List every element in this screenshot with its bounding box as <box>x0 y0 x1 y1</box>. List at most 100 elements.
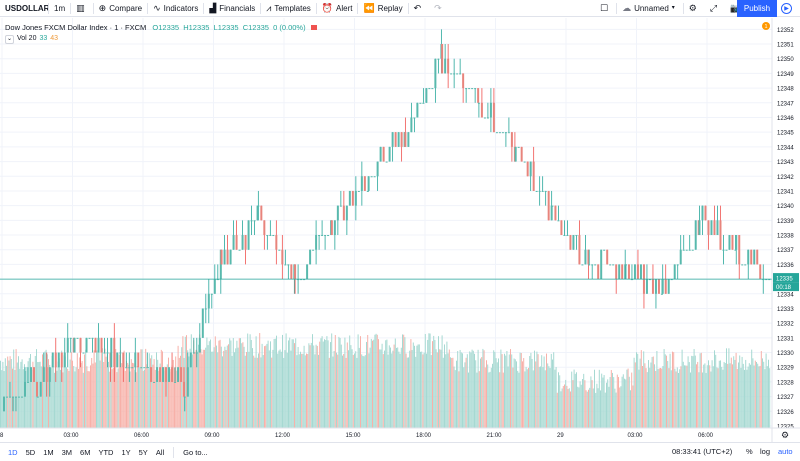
compare-button[interactable]: ⊕ Compare <box>94 0 147 17</box>
fullscreen-select-button[interactable]: ☐ <box>595 0 616 17</box>
candle-body <box>232 235 235 250</box>
divider <box>616 3 618 14</box>
candle-body <box>253 220 256 222</box>
candle-body <box>575 235 578 237</box>
candle-body <box>550 205 553 221</box>
candle-body <box>441 44 444 74</box>
candle-body <box>263 220 266 236</box>
range-5y[interactable]: 5Y <box>138 447 148 457</box>
templates-button[interactable]: ⩘ Templates <box>261 0 316 17</box>
candle-body <box>538 190 541 192</box>
square-icon: ☐ <box>600 3 609 13</box>
candle-body <box>327 235 330 237</box>
axis-settings-gear-icon[interactable]: ⚙ <box>781 431 789 441</box>
candle-body <box>698 220 701 236</box>
symbol-search[interactable]: USDOLLAR <box>5 3 50 13</box>
candle-body <box>529 161 532 177</box>
utc-clock[interactable]: 08:33:41 (UTC+2) <box>672 447 733 456</box>
candle-body <box>413 117 416 119</box>
candle-body <box>425 88 428 103</box>
candle-body <box>520 146 523 162</box>
interval-button[interactable]: 1m <box>54 3 66 13</box>
collapse-chevron-icon[interactable]: ⌄ <box>5 35 14 44</box>
snapshot-button[interactable]: 📷 <box>725 0 749 17</box>
range-1d[interactable]: 1D <box>8 447 18 457</box>
goto-button[interactable]: Go to... <box>183 447 208 457</box>
expand-button[interactable]: ⤢ <box>705 0 725 17</box>
redo-button[interactable]: ↷ <box>429 0 450 17</box>
candle-body <box>174 381 177 383</box>
indicators-button[interactable]: ∿ Indicators <box>148 0 203 17</box>
range-1y[interactable]: 1Y <box>121 447 131 457</box>
ohlc-change: 0 (0.00%) <box>273 23 306 32</box>
candle-body <box>76 337 79 339</box>
time-tick-label: 8 <box>0 433 4 439</box>
candle-body <box>51 352 54 368</box>
play-icon[interactable]: ▶ <box>781 3 792 14</box>
publish-button[interactable]: Publish <box>737 0 777 17</box>
candle-body <box>88 337 91 339</box>
price-chart[interactable]: 12352 12351 12350 12349 12348 12347 12346 12345… <box>0 18 800 442</box>
candle-body <box>315 235 318 250</box>
financials-icon: ▟ <box>209 2 217 13</box>
candle-body <box>318 235 321 237</box>
chart-type-button[interactable]: ▥ <box>71 0 93 17</box>
layout-menu-button[interactable]: ☁ Unnamed ▾ <box>617 0 683 17</box>
range-5d[interactable]: 5D <box>25 447 36 457</box>
candle-body <box>722 249 725 251</box>
candle-body <box>382 146 385 162</box>
candle-body <box>42 367 45 382</box>
candle-body <box>333 220 336 236</box>
candle-body <box>342 205 345 221</box>
plus-circle-icon: ⊕ <box>98 2 107 13</box>
candle-body <box>591 264 594 266</box>
candle-body <box>388 146 391 162</box>
candle-body <box>171 367 174 382</box>
alert-button[interactable]: ⏰ Alert <box>317 0 358 17</box>
range-6m[interactable]: 6M <box>80 447 91 457</box>
range-ytd[interactable]: YTD <box>98 447 114 457</box>
financials-button[interactable]: ▟ Financials <box>204 0 260 17</box>
candle-body <box>103 352 106 354</box>
auto-toggle[interactable]: auto <box>778 447 793 456</box>
candle-body <box>507 132 510 134</box>
log-toggle[interactable]: log <box>760 447 771 456</box>
gear-icon: ⚙ <box>688 3 697 13</box>
candle-body <box>453 73 456 75</box>
candle-body <box>450 73 453 75</box>
candle-body <box>324 235 327 237</box>
candle-body <box>106 352 109 354</box>
chart-area[interactable]: 12352 12351 12350 12349 12348 12347 12346 12345… <box>0 18 800 442</box>
redo-icon: ↷ <box>434 2 442 13</box>
divider <box>70 2 72 14</box>
candle-body <box>303 279 306 281</box>
undo-button[interactable]: ↶ <box>409 0 430 17</box>
candle-body <box>33 367 35 382</box>
price-tick-label: 12327 <box>777 395 794 401</box>
range-3m[interactable]: 3M <box>61 447 73 457</box>
divider <box>682 3 684 14</box>
price-tick-label: 12352 <box>777 28 794 34</box>
time-tick-label: 03:00 <box>628 433 644 439</box>
settings-button[interactable]: ⚙ <box>684 0 705 17</box>
top-toolbar: USDOLLAR 1m ▥ ⊕ Compare ∿ Indicators ▟ Fina… <box>0 0 800 17</box>
candle-body <box>719 220 722 250</box>
candle-body <box>477 102 480 104</box>
price-tick-label: 12339 <box>777 219 794 225</box>
candle-body <box>290 264 293 280</box>
range-all[interactable]: All <box>155 447 165 457</box>
replay-button[interactable]: ⏪ Replay <box>358 0 407 17</box>
candle-body <box>60 352 63 368</box>
candle-body <box>201 308 204 338</box>
range-1m[interactable]: 1M <box>43 447 54 457</box>
candle-body <box>69 337 72 339</box>
candle-body <box>651 279 654 294</box>
time-tick-label: 15:00 <box>346 433 362 439</box>
time-tick-label: 09:00 <box>205 433 221 439</box>
candle-body <box>670 279 673 281</box>
candle-body <box>370 176 373 178</box>
candle-body <box>66 337 69 353</box>
percent-toggle[interactable]: % <box>746 447 753 456</box>
candle-body <box>636 264 639 280</box>
candle-body <box>220 249 223 265</box>
